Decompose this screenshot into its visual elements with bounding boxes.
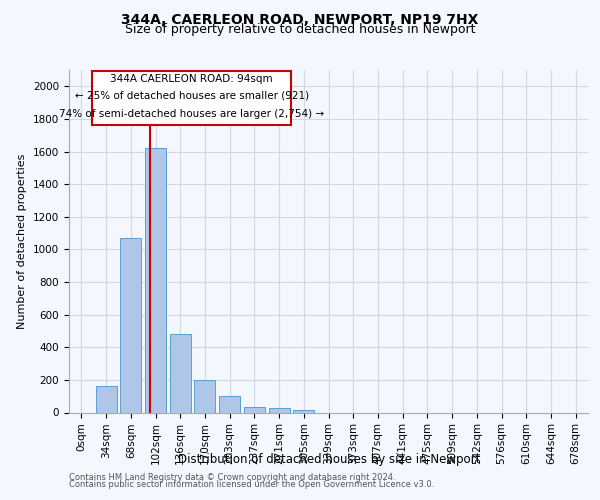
Bar	[293, 410, 314, 412]
Text: Size of property relative to detached houses in Newport: Size of property relative to detached ho…	[125, 24, 475, 36]
Text: Contains public sector information licensed under the Open Government Licence v3: Contains public sector information licen…	[69, 480, 434, 489]
Text: Contains HM Land Registry data © Crown copyright and database right 2024.: Contains HM Land Registry data © Crown c…	[69, 472, 395, 482]
Text: 344A, CAERLEON ROAD, NEWPORT, NP19 7HX: 344A, CAERLEON ROAD, NEWPORT, NP19 7HX	[121, 12, 479, 26]
Text: ← 25% of detached houses are smaller (921): ← 25% of detached houses are smaller (92…	[74, 91, 309, 101]
Bar	[120, 238, 141, 412]
Bar	[95, 386, 116, 412]
Text: Distribution of detached houses by size in Newport: Distribution of detached houses by size …	[178, 452, 480, 466]
Bar	[244, 407, 265, 412]
Text: 344A CAERLEON ROAD: 94sqm: 344A CAERLEON ROAD: 94sqm	[110, 74, 273, 84]
Bar	[219, 396, 240, 412]
FancyBboxPatch shape	[92, 71, 292, 126]
Bar	[194, 380, 215, 412]
Y-axis label: Number of detached properties: Number of detached properties	[17, 154, 28, 329]
Text: 74% of semi-detached houses are larger (2,754) →: 74% of semi-detached houses are larger (…	[59, 109, 324, 119]
Bar	[269, 408, 290, 412]
Bar	[170, 334, 191, 412]
Bar	[145, 148, 166, 412]
